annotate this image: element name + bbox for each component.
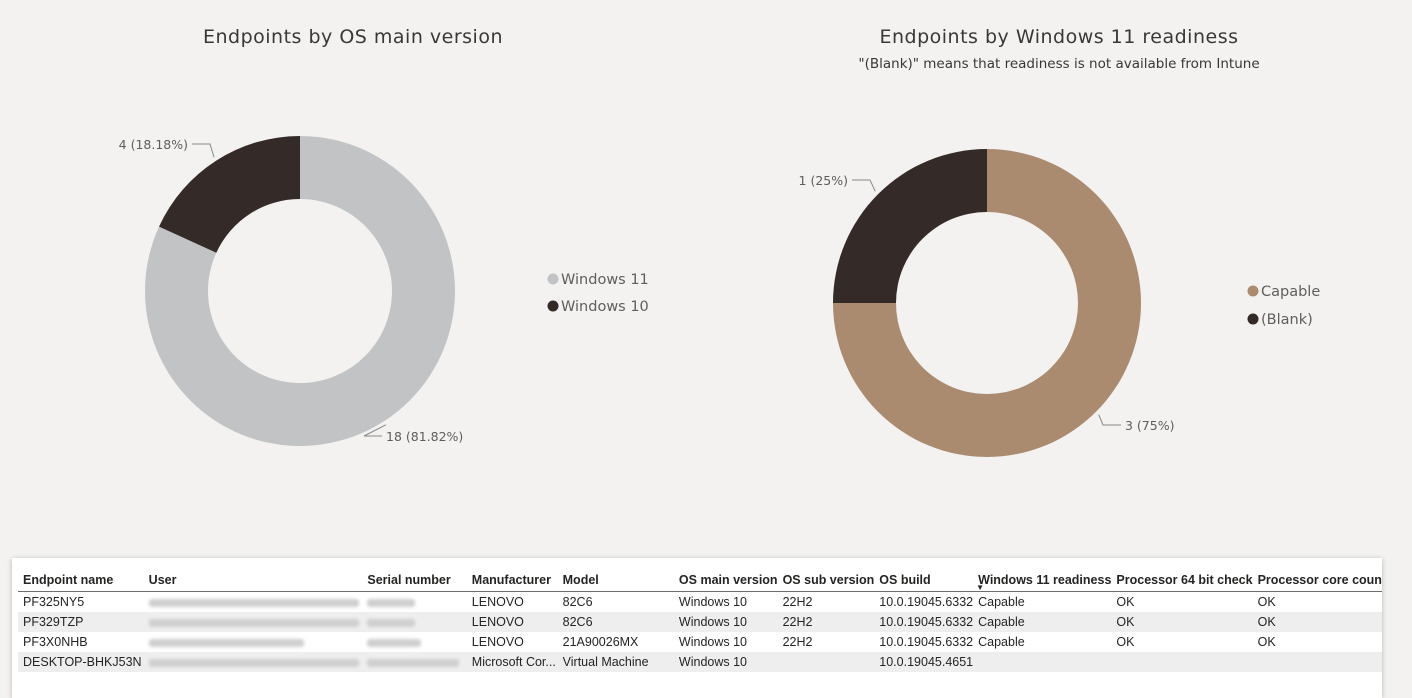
os-version-chart: Endpoints by OS main version 18 (81.82%)… xyxy=(0,0,706,540)
data-label-windows-10: 4 (18.18%) xyxy=(119,137,188,152)
cell-serial-number xyxy=(362,592,466,613)
cell-processor-64bit xyxy=(1111,652,1253,672)
column-header-serial-number[interactable]: Serial number xyxy=(362,562,467,592)
legend-label-windows-10[interactable]: Windows 10 xyxy=(561,299,649,315)
cell-processor-core-count: OK xyxy=(1257,635,1276,649)
cell-os-main-version: Windows 10 xyxy=(678,595,748,609)
table-row[interactable]: PF3X0NHB LENOVO 21A90026MX Windows 10 22H2 10… xyxy=(18,632,1382,652)
cell-serial-number xyxy=(362,652,467,672)
cell-serial-number xyxy=(362,612,467,632)
table-row[interactable]: DESKTOP-BHKJ53N Microsoft Cor... Virtual M… xyxy=(18,652,1382,672)
redacted-value xyxy=(148,618,359,627)
slice-windows-10[interactable] xyxy=(159,136,300,253)
endpoints-table: Endpoint name User Serial number Manufac… xyxy=(12,558,1382,698)
leader-line xyxy=(1098,414,1121,426)
cell-processor-core-count: OK xyxy=(1257,595,1276,609)
cell-os-main-version: Windows 10 xyxy=(673,652,778,672)
table-row[interactable]: PF325NY5 LENOVO 82C6 Windows 10 22H2 10.0.190… xyxy=(18,592,1382,613)
cell-endpoint-name: PF329TZP xyxy=(18,612,144,632)
cell-os-sub-version: 22H2 xyxy=(782,635,813,649)
legend-label-blank[interactable]: (Blank) xyxy=(1261,312,1313,328)
sort-descending-icon: ▼ xyxy=(976,583,985,592)
column-header-os-sub-version[interactable]: OS sub version xyxy=(777,562,875,592)
column-header-processor-64bit[interactable]: Processor 64 bit check xyxy=(1111,562,1253,592)
cell-model: Virtual Machine xyxy=(557,652,674,672)
cell-processor-64bit: OK xyxy=(1116,635,1135,649)
legend-marker-capable xyxy=(1247,285,1259,297)
win11-readiness-donut: 3 (75%) Capable 1 (25%) (Blank) xyxy=(799,149,1320,457)
data-label-windows-11: 18 (81.82%) xyxy=(386,429,463,444)
cell-endpoint-name: DESKTOP-BHKJ53N xyxy=(18,652,144,672)
column-header-os-main-version[interactable]: OS main version xyxy=(673,562,778,592)
cell-manufacturer: Microsoft Cor... xyxy=(466,652,558,672)
data-label-capable: 3 (75%) xyxy=(1125,418,1174,433)
leader-line xyxy=(852,179,876,192)
cell-manufacturer: LENOVO xyxy=(471,635,524,649)
cell-processor-64bit: OK xyxy=(1111,612,1253,632)
cell-os-main-version: Windows 10 xyxy=(673,612,778,632)
cell-os-sub-version: 22H2 xyxy=(782,595,813,609)
column-header-endpoint-name[interactable]: Endpoint name xyxy=(18,562,144,592)
cell-win11-readiness: Capable xyxy=(978,635,1025,649)
legend-label-windows-11[interactable]: Windows 11 xyxy=(561,272,649,288)
leader-line xyxy=(192,143,215,158)
cell-win11-readiness: Capable xyxy=(973,612,1112,632)
chart-title: Endpoints by Windows 11 readiness xyxy=(879,26,1239,48)
table-header-row: Endpoint name User Serial number Manufac… xyxy=(18,562,1382,592)
cell-model: 82C6 xyxy=(557,612,674,632)
win11-readiness-chart: Endpoints by Windows 11 readiness "(Blan… xyxy=(706,0,1412,540)
column-header-user[interactable]: User xyxy=(143,562,363,592)
cell-os-sub-version: 22H2 xyxy=(777,612,875,632)
cell-processor-64bit: OK xyxy=(1116,595,1135,609)
column-header-processor-core-count[interactable]: Processor core coun xyxy=(1252,562,1382,592)
cell-user xyxy=(144,592,363,613)
column-header-os-build[interactable]: OS build xyxy=(874,562,974,592)
cell-endpoint-name: PF325NY5 xyxy=(23,595,85,609)
cell-os-build: 10.0.19045.6332 xyxy=(874,612,974,632)
cell-user xyxy=(143,612,363,632)
cell-win11-readiness xyxy=(973,652,1112,672)
table-row[interactable]: PF329TZP LENOVO 82C6 Windows 10 22H2 10.0.190… xyxy=(18,612,1382,632)
cell-os-build: 10.0.19045.4651 xyxy=(874,652,974,672)
legend-marker-windows-10 xyxy=(547,300,559,312)
cell-processor-core-count xyxy=(1252,652,1382,672)
cell-os-build: 10.0.19045.6332 xyxy=(879,635,974,649)
redacted-value xyxy=(367,618,416,627)
cell-win11-readiness: Capable xyxy=(978,595,1025,609)
slice-blank[interactable] xyxy=(833,149,987,303)
cell-processor-core-count: OK xyxy=(1252,612,1382,632)
column-header-win11-readiness[interactable]: Windows 11 readiness ▼ xyxy=(973,562,1112,592)
redacted-value xyxy=(148,638,304,647)
column-header-model[interactable]: Model xyxy=(557,562,674,592)
cell-model: 82C6 xyxy=(562,595,593,609)
column-header-manufacturer[interactable]: Manufacturer xyxy=(466,562,558,592)
cell-serial-number xyxy=(362,632,466,652)
redacted-value xyxy=(367,598,416,607)
cell-endpoint-name: PF3X0NHB xyxy=(23,635,88,649)
cell-model: 21A90026MX xyxy=(562,635,639,649)
cell-os-main-version: Windows 10 xyxy=(678,635,748,649)
redacted-value xyxy=(148,658,359,667)
redacted-value xyxy=(367,658,460,667)
redacted-value xyxy=(367,638,422,647)
leader-line xyxy=(363,424,387,437)
redacted-value xyxy=(148,598,359,607)
slice-capable[interactable] xyxy=(833,149,1141,457)
chart-title: Endpoints by OS main version xyxy=(202,26,503,48)
cell-os-sub-version xyxy=(777,652,875,672)
cell-user xyxy=(144,632,363,652)
chart-subtitle: "(Blank)" means that readiness is not av… xyxy=(858,56,1260,72)
cell-os-build: 10.0.19045.6332 xyxy=(879,595,974,609)
os-version-donut: 18 (81.82%) Windows 11 4 (18.18%) Windows 1… xyxy=(119,136,649,447)
legend-marker-blank xyxy=(1247,313,1259,325)
cell-manufacturer: LENOVO xyxy=(471,595,524,609)
legend-marker-windows-11 xyxy=(547,273,559,285)
data-label-blank: 1 (25%) xyxy=(799,173,848,188)
cell-user xyxy=(143,652,363,672)
column-header-label: Windows 11 readiness xyxy=(978,573,1112,587)
cell-manufacturer: LENOVO xyxy=(466,612,558,632)
legend-label-capable[interactable]: Capable xyxy=(1261,284,1320,300)
slice-windows-11[interactable] xyxy=(144,136,455,447)
